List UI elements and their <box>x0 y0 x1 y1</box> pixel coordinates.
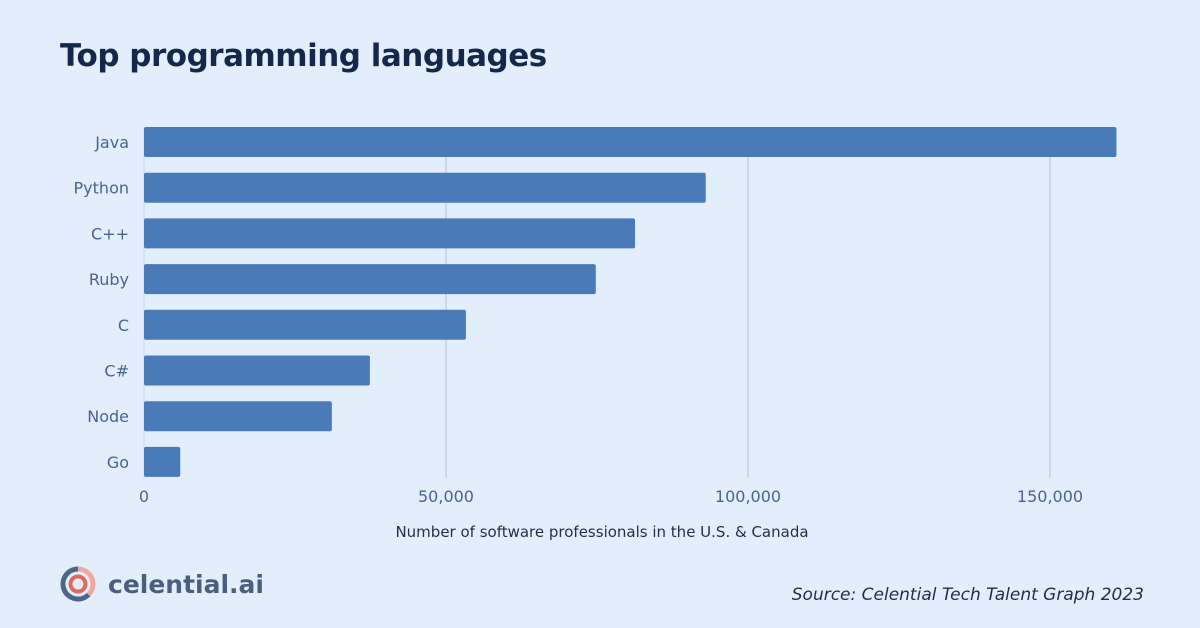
y-tick-label: C++ <box>91 224 129 243</box>
brand-name: celential.ai <box>108 569 264 599</box>
bar-c++ <box>144 218 636 249</box>
bar-go <box>144 446 181 477</box>
y-tick-label: Go <box>107 453 129 472</box>
x-axis-label: Number of software professionals in the … <box>395 523 809 541</box>
x-tick-label: 0 <box>139 487 149 506</box>
x-tick-label: 50,000 <box>418 487 474 506</box>
celential-logo: celential.ai <box>60 566 264 602</box>
bar-c# <box>144 355 370 386</box>
celential-logo-icon <box>60 566 96 602</box>
bar-java <box>144 127 1117 157</box>
y-tick-label: Python <box>74 179 129 198</box>
x-tick-label: 150,000 <box>1017 487 1083 506</box>
bar-python <box>144 172 706 203</box>
y-tick-label: C# <box>104 362 129 381</box>
bar-node <box>144 401 332 432</box>
source-note: Source: Celential Tech Talent Graph 2023 <box>791 585 1144 605</box>
y-tick-label: Java <box>94 133 129 152</box>
bar-ruby <box>144 264 596 295</box>
y-tick-label: C <box>118 316 129 335</box>
y-tick-label: Ruby <box>89 270 129 289</box>
bar-c <box>144 309 466 340</box>
y-tick-label: Node <box>87 407 129 426</box>
chart-title: Top programming languages <box>60 38 547 74</box>
x-tick-label: 100,000 <box>715 487 781 506</box>
